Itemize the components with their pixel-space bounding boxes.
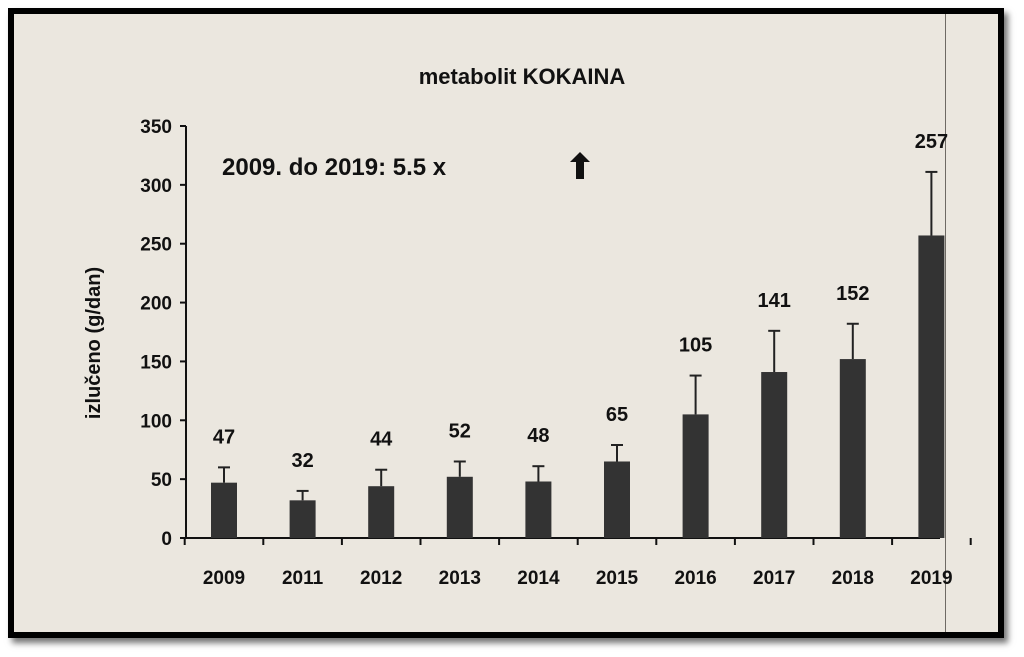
y-tick-label: 50 <box>151 470 172 491</box>
y-tick-label: 250 <box>140 235 172 256</box>
x-tick-label: 2019 <box>910 568 952 589</box>
bar-2011 <box>289 500 316 538</box>
y-tick-label: 100 <box>140 411 172 432</box>
data-label: 48 <box>527 425 549 447</box>
x-tick-label: 2014 <box>517 568 560 589</box>
data-label: 105 <box>679 335 712 357</box>
y-axis: 0 50 100 150 200 250 300 350 <box>140 117 187 550</box>
y-axis-label: izlučeno (g/dan) <box>83 267 105 419</box>
y-tick-label: 150 <box>140 352 172 373</box>
data-label: 32 <box>291 450 313 472</box>
up-arrow-icon <box>570 152 590 179</box>
bar-2014 <box>525 481 552 538</box>
bar-2019 <box>918 235 945 538</box>
data-label: 65 <box>606 404 628 426</box>
data-label: 44 <box>370 429 393 451</box>
x-tick-label: 2015 <box>596 568 639 589</box>
bar-2012 <box>368 486 395 538</box>
chart-title: metabolit KOKAINA <box>419 64 626 89</box>
bar-2018 <box>839 359 866 538</box>
data-label: 52 <box>449 420 471 442</box>
bar-2017 <box>761 372 788 538</box>
bar-2013 <box>446 476 473 538</box>
paper-edge-line <box>945 14 946 632</box>
x-tick-label: 2011 <box>282 568 324 589</box>
x-tick-label: 2016 <box>674 568 716 589</box>
bar-2015 <box>604 461 630 538</box>
y-tick-label: 300 <box>140 176 172 197</box>
x-tick-label: 2009 <box>203 568 245 589</box>
x-tick-label: 2012 <box>360 568 402 589</box>
chart-frame: metabolit KOKAINA izlučeno (g/dan) 2009.… <box>8 8 1004 638</box>
data-label: 141 <box>758 290 791 312</box>
bar-2016 <box>682 414 709 538</box>
y-tick-label: 350 <box>140 117 172 138</box>
bar-2009 <box>211 482 237 538</box>
data-label: 47 <box>213 426 235 448</box>
y-tick-label: 200 <box>140 294 172 315</box>
x-tick-label: 2017 <box>753 568 795 589</box>
data-label: 257 <box>915 131 948 153</box>
x-tick-label: 2013 <box>439 568 481 589</box>
chart: metabolit KOKAINA izlučeno (g/dan) 2009.… <box>83 64 972 589</box>
x-tick-label: 2018 <box>832 568 874 589</box>
y-tick-label: 0 <box>161 529 172 550</box>
growth-annotation: 2009. do 2019: 5.5 x <box>222 154 447 181</box>
data-label: 152 <box>836 283 869 305</box>
